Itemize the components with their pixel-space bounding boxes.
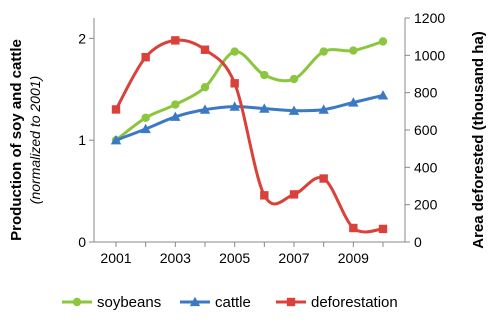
deforestation-marker xyxy=(260,191,269,200)
x-tick-label: 2003 xyxy=(160,250,191,266)
cattle-marker xyxy=(348,97,359,107)
x-tick-label: 2005 xyxy=(219,250,250,266)
cattle-marker xyxy=(318,104,329,114)
legend-label: cattle xyxy=(215,294,251,311)
legend-label: deforestation xyxy=(311,294,398,311)
right-y-axis-title: Area deforested (thousand ha) xyxy=(470,31,487,249)
x-tick-label: 2009 xyxy=(338,250,369,266)
legend-cattle-marker xyxy=(189,296,201,307)
left-y-tick-label: 1 xyxy=(78,132,86,148)
cattle-marker xyxy=(110,134,122,145)
legend: soybeans cattle deforestation xyxy=(62,294,398,311)
soybeans-marker xyxy=(319,47,328,56)
legend-label: soybeans xyxy=(97,294,161,311)
left-y-axis-title: Production of soy and cattle xyxy=(8,39,25,241)
deforestation-marker xyxy=(200,45,210,54)
right-y-tick-label: 400 xyxy=(414,159,438,175)
deforestation-marker xyxy=(319,174,328,183)
deforestation-marker xyxy=(111,105,121,114)
left-y-tick-label: 2 xyxy=(78,30,86,46)
legend-item-deforestation: deforestation xyxy=(276,294,398,311)
soybeans-line xyxy=(114,39,385,142)
soybeans-marker xyxy=(141,113,150,122)
soybeans-marker xyxy=(260,70,269,80)
legend-soybeans-marker xyxy=(72,297,82,307)
soybeans-marker xyxy=(378,37,388,46)
right-y-tick-label: 600 xyxy=(414,122,438,138)
right-y-tick-label: 800 xyxy=(414,85,438,101)
deforestation-marker xyxy=(289,190,299,199)
deforestation-marker xyxy=(141,53,150,62)
left-y-axis-subtitle: (normalized to 2001) xyxy=(27,76,43,204)
soybeans-marker xyxy=(200,83,210,92)
soybeans-marker xyxy=(349,46,358,55)
legend-item-cattle: cattle xyxy=(180,294,251,311)
cattle-marker xyxy=(288,105,300,115)
right-y-tick-label: 1200 xyxy=(414,10,445,26)
deforestation-marker xyxy=(349,223,358,233)
series-cattle xyxy=(110,90,389,145)
x-tick-label: 2001 xyxy=(100,250,131,266)
legend-deforestation-marker xyxy=(286,297,296,307)
right-y-tick-label: 0 xyxy=(414,234,422,250)
x-tick-label: 2007 xyxy=(278,250,309,266)
x-ticks: 2001 2003 2005 2007 2009 xyxy=(100,242,384,266)
deforestation-marker xyxy=(378,224,388,234)
cattle-marker xyxy=(170,111,181,121)
soybeans-marker xyxy=(289,74,299,84)
right-y-tick-label: 1000 xyxy=(414,47,445,63)
deforestation-line xyxy=(114,38,385,234)
cattle-marker xyxy=(377,90,389,100)
left-y-ticks: 0 1 2 xyxy=(78,30,94,250)
cattle-marker xyxy=(140,123,151,134)
right-y-tick-label: 200 xyxy=(414,197,438,213)
series-layer xyxy=(110,36,389,234)
cattle-marker xyxy=(259,103,270,113)
left-y-tick-label: 0 xyxy=(78,234,86,250)
legend-item-soybeans: soybeans xyxy=(62,294,161,311)
right-y-ticks: 0 200 400 600 800 1000 1200 xyxy=(405,10,445,250)
soybeans-marker xyxy=(230,47,239,56)
cattle-marker xyxy=(199,104,211,114)
series-deforestation xyxy=(111,36,388,234)
cattle-line xyxy=(114,93,385,142)
series-soybeans xyxy=(111,37,388,145)
cattle-marker xyxy=(229,101,240,111)
deforestation-marker xyxy=(230,79,239,88)
soybeans-marker xyxy=(171,100,180,109)
deforestation-marker xyxy=(171,36,180,45)
